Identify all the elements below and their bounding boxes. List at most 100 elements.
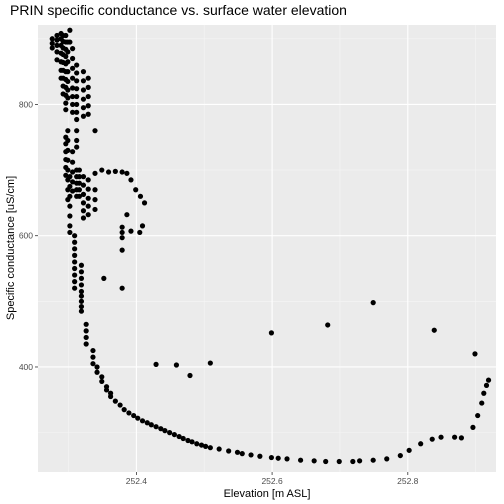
data-point [65, 137, 71, 144]
data-point [70, 93, 76, 100]
data-point [83, 341, 89, 347]
data-point [207, 445, 213, 451]
data-point [70, 101, 76, 108]
data-point [431, 327, 437, 333]
data-point [78, 262, 85, 268]
data-point [139, 223, 146, 229]
data-point [74, 93, 80, 100]
data-point [54, 37, 60, 43]
data-point [119, 235, 125, 241]
data-point [92, 187, 98, 193]
data-point [133, 187, 139, 193]
data-point [65, 49, 71, 55]
data-point [85, 195, 91, 201]
data-point [124, 212, 130, 218]
data-point [99, 374, 105, 380]
data-point [226, 448, 232, 454]
data-point [63, 53, 69, 60]
data-point [63, 32, 69, 39]
data-point [65, 87, 71, 93]
data-point [76, 167, 82, 173]
data-point [297, 457, 304, 463]
data-point [483, 382, 490, 388]
data-point [78, 269, 85, 275]
x-tick-label: 252.8 [397, 476, 419, 486]
data-point [176, 433, 182, 440]
data-point [429, 436, 435, 442]
data-point [80, 69, 87, 75]
data-point [187, 372, 193, 379]
x-tick-label: 252.4 [126, 476, 148, 486]
data-point [49, 40, 55, 46]
data-point [452, 434, 458, 440]
data-point [72, 239, 78, 245]
data-point [80, 182, 87, 188]
data-point [85, 212, 91, 218]
data-point [70, 65, 76, 71]
major-grid [38, 25, 496, 472]
data-point [65, 69, 71, 75]
data-point [85, 111, 91, 117]
data-point [74, 128, 80, 134]
data-point [418, 441, 424, 447]
data-point [171, 431, 177, 438]
y-tick-label: 800 [19, 99, 33, 109]
data-point [67, 229, 73, 236]
data-point [216, 446, 222, 452]
data-point [406, 447, 412, 453]
data-point [78, 288, 85, 295]
x-axis-ticks: 252.4 252.6 252.8 [126, 472, 419, 486]
data-point [65, 59, 71, 65]
data-point [67, 213, 73, 219]
data-point [70, 75, 76, 81]
data-point [65, 95, 71, 101]
data-point [275, 455, 281, 461]
data-point [131, 412, 137, 419]
data-point [72, 265, 78, 272]
data-point [72, 252, 78, 258]
data-point [438, 434, 444, 440]
data-point [78, 275, 85, 281]
y-axis-title: Specific conductance [uS/cm] [5, 176, 17, 320]
data-point [119, 247, 125, 253]
data-point [80, 215, 87, 221]
data-point [85, 177, 91, 183]
data-point [85, 84, 91, 90]
data-point [85, 186, 91, 192]
data-point [284, 456, 290, 462]
data-point [137, 229, 143, 236]
data-point [72, 285, 78, 291]
data-point [144, 420, 150, 426]
data-point [67, 174, 73, 180]
data-point [70, 85, 76, 91]
data-point [475, 412, 481, 419]
data-point [92, 128, 98, 134]
data-point [83, 334, 89, 341]
data-point [94, 369, 100, 375]
chart-title: PRIN specific conductance vs. surface wa… [10, 2, 347, 18]
data-point [78, 298, 85, 304]
data-point [135, 415, 141, 421]
data-point [72, 272, 78, 278]
data-point [336, 458, 342, 465]
data-point [119, 224, 125, 230]
plot-panel [38, 25, 496, 472]
data-point [74, 70, 80, 76]
data-point [54, 57, 60, 63]
data-point [80, 87, 87, 93]
data-point [92, 197, 98, 203]
y-tick-label: 400 [19, 362, 33, 372]
data-point [70, 55, 76, 62]
data-point [49, 45, 55, 51]
data-point [74, 116, 80, 123]
data-point [90, 347, 96, 354]
data-point [370, 300, 376, 306]
data-point [78, 282, 85, 288]
data-point [74, 78, 80, 84]
data-point [167, 430, 173, 436]
data-point [323, 458, 329, 465]
data-point [67, 223, 73, 229]
data-point [485, 377, 492, 383]
data-point [248, 452, 254, 458]
